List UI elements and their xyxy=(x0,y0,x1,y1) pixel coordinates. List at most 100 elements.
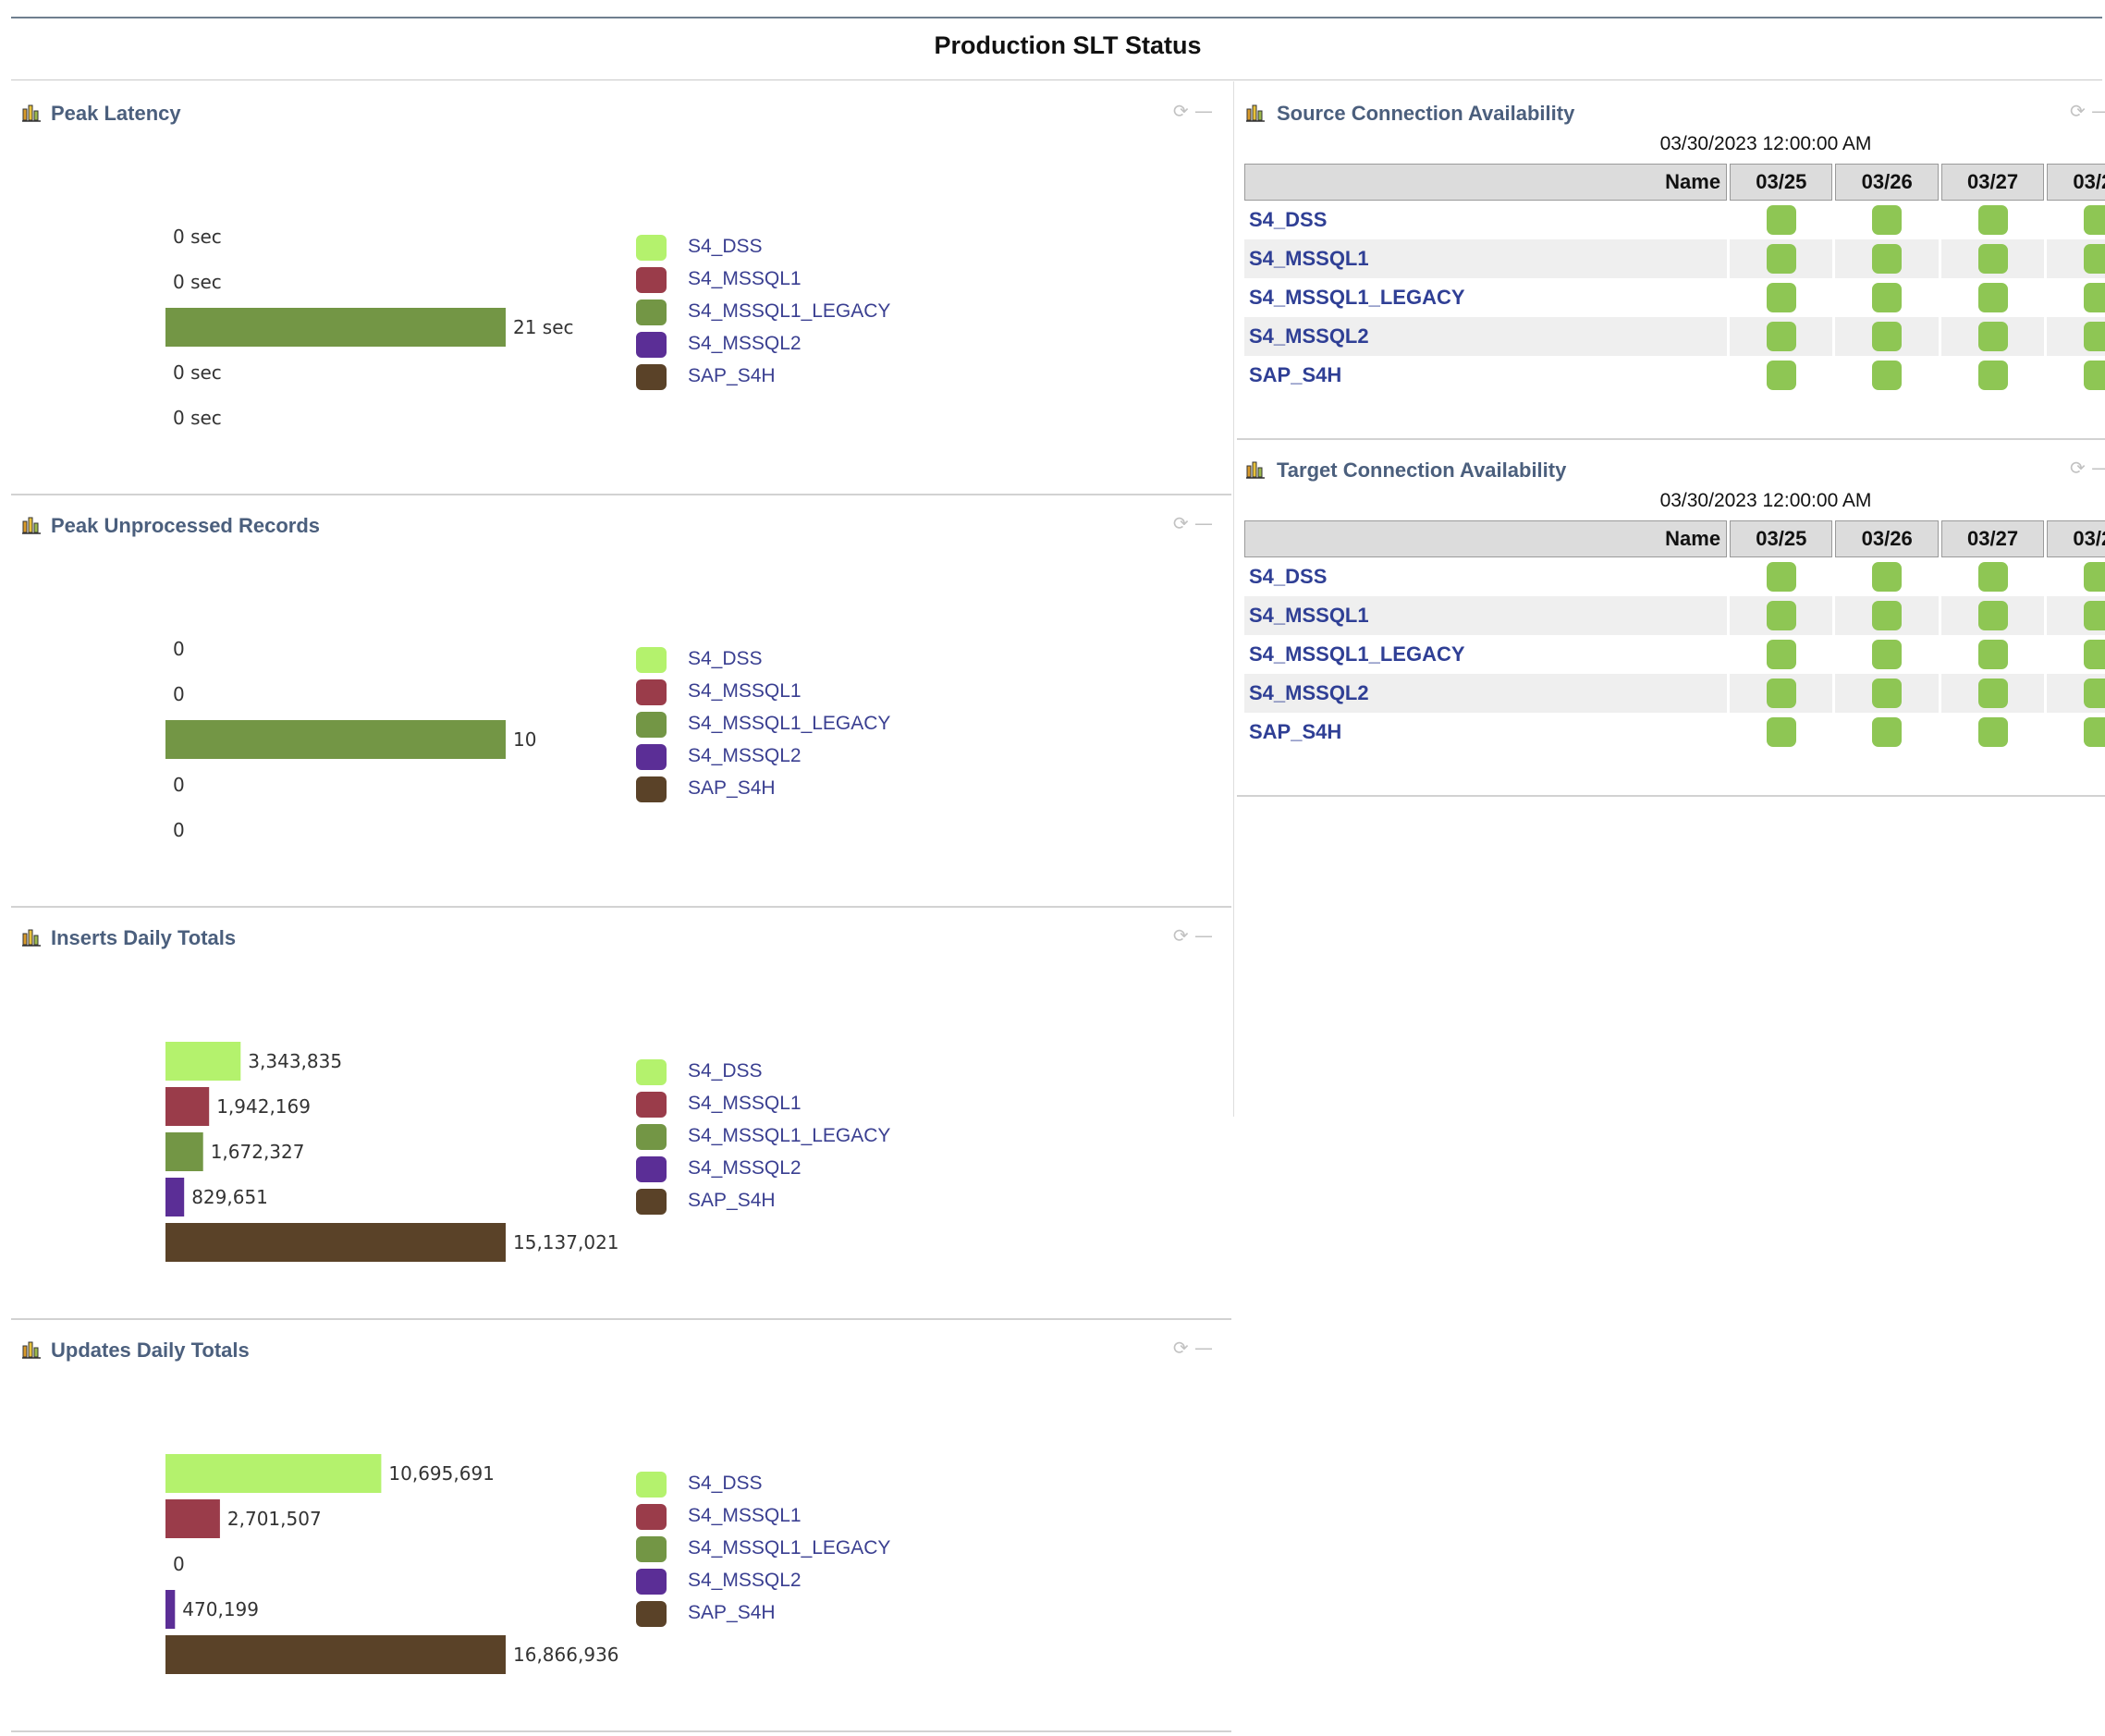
refresh-icon[interactable]: ⟳ xyxy=(1172,512,1189,534)
legend-item[interactable]: S4_MSSQL1 xyxy=(636,1504,913,1535)
refresh-icon[interactable]: ⟳ xyxy=(1172,924,1189,947)
legend-item[interactable]: S4_DSS xyxy=(636,647,913,679)
column-header-name[interactable]: Name xyxy=(1244,520,1728,557)
status-up-icon[interactable] xyxy=(1766,361,1796,390)
bar[interactable] xyxy=(165,1087,210,1126)
status-up-icon[interactable] xyxy=(1766,717,1796,747)
status-up-icon[interactable] xyxy=(2083,244,2105,274)
status-up-icon[interactable] xyxy=(1977,562,2008,592)
status-up-icon[interactable] xyxy=(2083,361,2105,390)
legend-item[interactable]: S4_MSSQL1_LEGACY xyxy=(636,1536,913,1568)
bar[interactable] xyxy=(165,1132,203,1171)
minimize-icon[interactable]: — xyxy=(1194,924,1213,947)
column-header-date[interactable]: 03/28 xyxy=(2047,520,2105,557)
status-up-icon[interactable] xyxy=(2083,640,2105,669)
connection-name-link[interactable]: SAP_S4H xyxy=(1249,720,1342,743)
legend-item[interactable]: S4_DSS xyxy=(636,235,913,266)
minimize-icon[interactable]: — xyxy=(1194,100,1213,122)
legend-item[interactable]: S4_MSSQL2 xyxy=(636,332,913,363)
bar[interactable] xyxy=(165,720,506,759)
legend-item[interactable]: S4_MSSQL2 xyxy=(636,1156,913,1188)
column-header-name[interactable]: Name xyxy=(1244,164,1728,201)
legend-item[interactable]: S4_MSSQL1 xyxy=(636,1092,913,1123)
status-up-icon[interactable] xyxy=(1977,283,2008,312)
status-up-icon[interactable] xyxy=(1766,679,1796,708)
legend-item[interactable]: SAP_S4H xyxy=(636,364,913,396)
legend-item[interactable]: SAP_S4H xyxy=(636,1601,913,1632)
status-up-icon[interactable] xyxy=(1872,562,1903,592)
column-header-date[interactable]: 03/27 xyxy=(1940,164,2045,201)
minimize-icon[interactable]: — xyxy=(1194,1337,1213,1359)
legend-item[interactable]: S4_DSS xyxy=(636,1059,913,1091)
legend-item[interactable]: S4_MSSQL2 xyxy=(636,1569,913,1600)
status-up-icon[interactable] xyxy=(1872,322,1903,351)
legend-item[interactable]: S4_DSS xyxy=(636,1472,913,1503)
refresh-icon[interactable]: ⟳ xyxy=(1172,100,1189,122)
bar[interactable] xyxy=(165,308,506,347)
connection-name-link[interactable]: S4_MSSQL1 xyxy=(1244,596,1728,635)
bar[interactable] xyxy=(165,1635,506,1674)
status-up-icon[interactable] xyxy=(1766,322,1796,351)
status-up-icon[interactable] xyxy=(1977,679,2008,708)
status-up-icon[interactable] xyxy=(1766,244,1796,274)
status-up-icon[interactable] xyxy=(1872,205,1903,235)
legend-item[interactable]: S4_MSSQL1 xyxy=(636,267,913,299)
column-header-date[interactable]: 03/25 xyxy=(1730,520,1833,557)
legend-item[interactable]: S4_MSSQL2 xyxy=(636,744,913,776)
status-up-icon[interactable] xyxy=(2083,717,2105,747)
status-up-icon[interactable] xyxy=(1766,601,1796,630)
column-header-date[interactable]: 03/26 xyxy=(1835,520,1939,557)
status-up-icon[interactable] xyxy=(2083,205,2105,235)
status-up-icon[interactable] xyxy=(1872,283,1903,312)
status-up-icon[interactable] xyxy=(2083,679,2105,708)
bar[interactable] xyxy=(165,1454,382,1493)
connection-name-link[interactable]: S4_MSSQL1_LEGACY xyxy=(1249,642,1465,666)
bar[interactable] xyxy=(165,1499,220,1538)
connection-name-link[interactable]: S4_MSSQL2 xyxy=(1244,317,1728,356)
legend-item[interactable]: SAP_S4H xyxy=(636,776,913,808)
status-up-icon[interactable] xyxy=(2083,283,2105,312)
status-up-icon[interactable] xyxy=(1872,640,1903,669)
column-header-date[interactable]: 03/27 xyxy=(1940,520,2045,557)
connection-name-link[interactable]: S4_MSSQL1_LEGACY xyxy=(1249,286,1465,309)
bar[interactable] xyxy=(165,1590,176,1629)
status-up-icon[interactable] xyxy=(1977,361,2008,390)
refresh-icon[interactable]: ⟳ — xyxy=(2070,457,2105,479)
status-up-icon[interactable] xyxy=(1977,640,2008,669)
status-up-icon[interactable] xyxy=(1872,717,1903,747)
bar[interactable] xyxy=(165,1178,185,1216)
legend-item[interactable]: SAP_S4H xyxy=(636,1189,913,1220)
bar[interactable] xyxy=(165,1223,506,1262)
column-header-date[interactable]: 03/26 xyxy=(1835,164,1939,201)
status-up-icon[interactable] xyxy=(2083,562,2105,592)
status-up-icon[interactable] xyxy=(1872,244,1903,274)
status-up-icon[interactable] xyxy=(1977,205,2008,235)
status-up-icon[interactable] xyxy=(1872,679,1903,708)
minimize-icon[interactable]: — xyxy=(1194,512,1213,534)
legend-item[interactable]: S4_MSSQL1 xyxy=(636,679,913,711)
status-up-icon[interactable] xyxy=(1872,361,1903,390)
status-up-icon[interactable] xyxy=(1766,640,1796,669)
connection-name-link[interactable]: S4_DSS xyxy=(1249,208,1328,231)
status-up-icon[interactable] xyxy=(2083,322,2105,351)
connection-name-link[interactable]: S4_DSS xyxy=(1249,565,1328,588)
status-up-icon[interactable] xyxy=(1977,601,2008,630)
legend-item[interactable]: S4_MSSQL1_LEGACY xyxy=(636,1124,913,1155)
connection-name-link[interactable]: S4_MSSQL1 xyxy=(1244,239,1728,278)
connection-name-link[interactable]: S4_MSSQL2 xyxy=(1244,674,1728,713)
status-up-icon[interactable] xyxy=(2083,601,2105,630)
column-header-date[interactable]: 03/28 xyxy=(2047,164,2105,201)
column-header-date[interactable]: 03/25 xyxy=(1730,164,1833,201)
status-up-icon[interactable] xyxy=(1977,244,2008,274)
status-up-icon[interactable] xyxy=(1766,205,1796,235)
bar[interactable] xyxy=(165,1042,241,1081)
connection-name-link[interactable]: SAP_S4H xyxy=(1249,363,1342,386)
refresh-icon[interactable]: ⟳ — xyxy=(2070,100,2105,122)
status-up-icon[interactable] xyxy=(1977,717,2008,747)
status-up-icon[interactable] xyxy=(1766,562,1796,592)
status-up-icon[interactable] xyxy=(1977,322,2008,351)
status-up-icon[interactable] xyxy=(1872,601,1903,630)
refresh-icon[interactable]: ⟳ xyxy=(1172,1337,1189,1359)
legend-item[interactable]: S4_MSSQL1_LEGACY xyxy=(636,712,913,743)
legend-item[interactable]: S4_MSSQL1_LEGACY xyxy=(636,300,913,331)
